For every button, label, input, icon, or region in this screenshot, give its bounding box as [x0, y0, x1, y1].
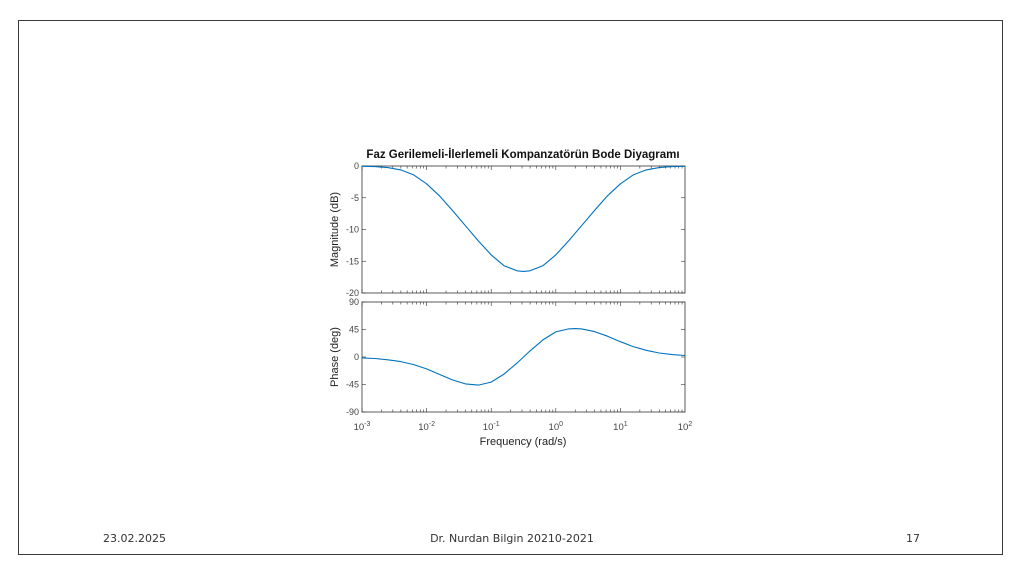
x-tick-label: 101	[613, 421, 628, 433]
phase-y-tick-label: 90	[349, 297, 359, 307]
slide-frame	[18, 20, 1003, 555]
magnitude-y-tick-label: -15	[346, 256, 359, 266]
page-number: 17	[906, 532, 920, 545]
phase-y-tick-label: -45	[346, 380, 359, 390]
phase-y-axis-label: Phase (deg)	[329, 327, 341, 387]
x-axis-label: Frequency (rad/s)	[480, 436, 567, 448]
magnitude-y-tick-label: -5	[351, 193, 359, 203]
magnitude-y-tick-label: -10	[346, 225, 359, 235]
x-tick-label: 100	[549, 421, 564, 433]
magnitude-y-tick-label: 0	[354, 161, 359, 171]
chart-title: Faz Gerilemeli-İlerlemeli Kompanzatörün …	[366, 148, 679, 161]
footer-date: 23.02.2025	[103, 532, 166, 545]
phase-y-tick-label: 0	[354, 352, 359, 362]
magnitude-axes-box	[361, 165, 686, 294]
x-tick-label: 102	[678, 421, 693, 433]
x-tick-label: 10-2	[418, 421, 435, 433]
x-tick-label: 10-3	[354, 421, 371, 433]
phase-series-line	[361, 328, 686, 386]
x-tick-label: 10-1	[483, 421, 500, 433]
magnitude-y-axis-label: Magnitude (dB)	[329, 192, 341, 267]
magnitude-series-line	[361, 165, 686, 272]
phase-y-tick-label: -90	[346, 407, 359, 417]
phase-y-tick-label: 45	[349, 325, 359, 335]
footer-author: Dr. Nurdan Bilgin 20210-2021	[430, 532, 594, 545]
magnitude-y-tick-label: -20	[346, 288, 359, 298]
